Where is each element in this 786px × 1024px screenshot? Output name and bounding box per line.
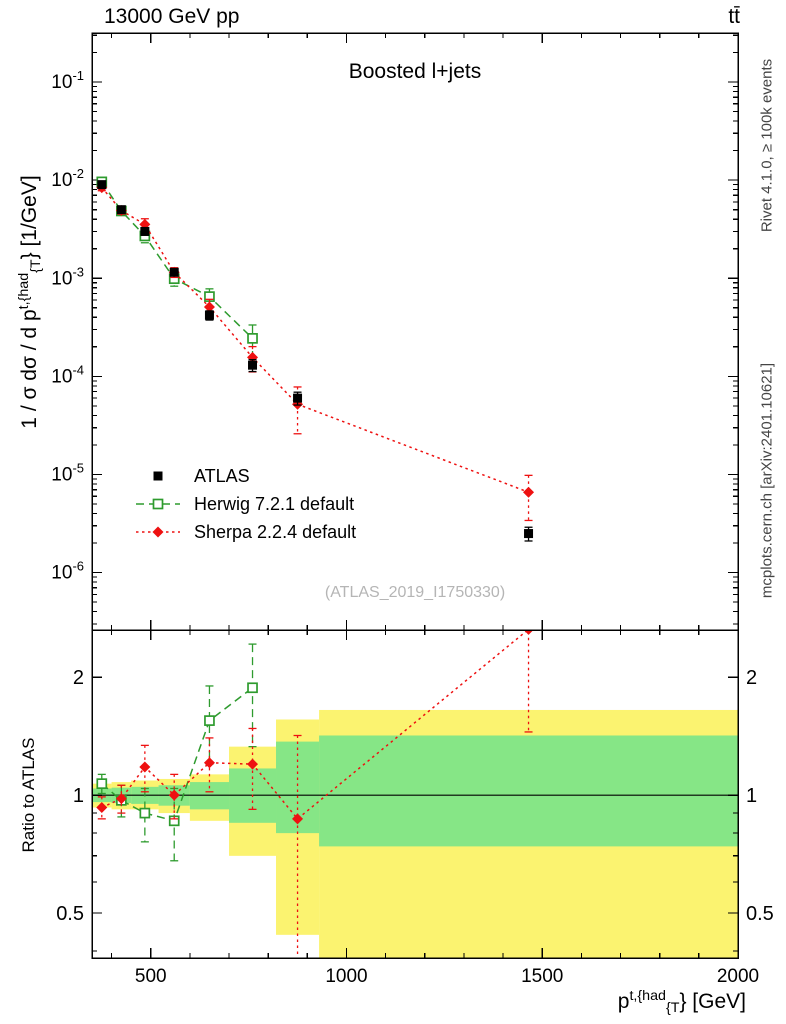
xlabel-sup: t,{had	[629, 988, 666, 1004]
ratio-y-tick-label-left: 2	[73, 667, 84, 689]
ratio-y-tick-label-left: 1	[73, 785, 84, 807]
sherpa-diamond-marker-icon	[134, 522, 182, 542]
xlabel-suffix: } [GeV]	[679, 989, 746, 1013]
legend-label-sherpa: Sherpa 2.2.4 default	[194, 521, 357, 542]
observable-label: Boosted l+jets	[348, 60, 482, 83]
legend-item-atlas: ATLAS	[134, 462, 356, 490]
main-y-tick-label: 10-6	[51, 559, 84, 584]
stat-uncertainty-band	[319, 735, 738, 847]
ylabel-main-prefix: 1 / σ dσ / d p	[17, 309, 41, 429]
ylabel-main-sub: {T	[28, 259, 45, 273]
tick-labels: 500 1000 1500 2000 10-1 10-2 10-3 10-4 10-5 10-6 0…	[51, 68, 774, 987]
uncertainty-bands	[92, 709, 738, 958]
x-tick-label: 2000	[717, 966, 759, 987]
mcplots-arxiv-text: mcplots.cern.ch [arXiv:2401.10621]	[758, 362, 776, 599]
analysis-id-watermark: (ATLAS_2019_I1750330)	[324, 584, 506, 601]
atlas-square-marker-icon	[134, 466, 182, 486]
series-sherpa	[96, 630, 534, 958]
legend-label-herwig: Herwig 7.2.1 default	[194, 493, 355, 514]
axis-ticks	[92, 33, 738, 958]
main-y-tick-label: 10-2	[51, 166, 84, 191]
legend-marker-svg	[153, 471, 163, 481]
x-axis-label: pt,{had{T} [GeV]	[618, 988, 746, 1016]
ylabel-main-sup: t,{had	[16, 272, 32, 310]
main-series	[96, 176, 535, 542]
ratio-y-tick-label-right: 1	[746, 785, 757, 807]
main-y-tick-label: 10-4	[51, 362, 84, 387]
ratio-y-tick-label-right: 0.5	[746, 903, 774, 925]
ylabel-main-suffix: } [1/GeV]	[17, 175, 41, 260]
ratio-y-tick-label-left: 0.5	[56, 903, 84, 925]
ratio-series	[96, 630, 534, 958]
beam-energy-title: 13000 GeV pp	[104, 5, 240, 28]
x-tick-label: 500	[135, 966, 167, 987]
legend-marker-svg	[136, 498, 180, 510]
legend: ATLAS Herwig 7.2.1 default Sherpa 2.2.4 …	[134, 462, 356, 546]
main-y-tick-label: 10-1	[51, 68, 84, 93]
rivet-version-text: Rivet 4.1.0, ≥ 100k events	[758, 58, 776, 233]
series-atlas	[97, 180, 534, 542]
xlabel-sub: {T	[665, 1000, 680, 1017]
x-tick-label: 1500	[521, 966, 563, 987]
ratio-panel-frame	[91, 629, 739, 959]
legend-label-atlas: ATLAS	[194, 465, 250, 486]
legend-item-herwig: Herwig 7.2.1 default	[134, 490, 356, 518]
main-y-tick-label: 10-5	[51, 460, 84, 485]
legend-item-sherpa: Sherpa 2.2.4 default	[134, 518, 356, 546]
x-tick-label: 1000	[325, 966, 367, 987]
ratio-y-axis-label: Ratio to ATLAS	[19, 737, 38, 853]
herwig-open-square-marker-icon	[134, 494, 182, 514]
ratio-y-tick-label-right: 2	[746, 667, 757, 689]
xlabel-prefix: p	[617, 989, 630, 1013]
main-y-axis-label: 1 / σ dσ / d pt,{had{T} [1/GeV]	[16, 32, 44, 572]
process-title: tt̄	[728, 5, 740, 28]
main-y-tick-label: 10-3	[51, 264, 84, 289]
legend-marker-svg	[136, 526, 180, 538]
